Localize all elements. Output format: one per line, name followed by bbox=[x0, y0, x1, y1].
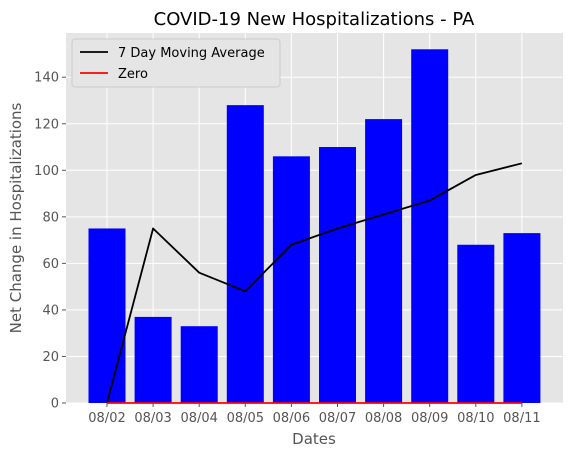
y-tick-label: 140 bbox=[34, 71, 59, 86]
x-tick-label: 08/03 bbox=[134, 411, 171, 426]
y-tick-label: 60 bbox=[42, 257, 59, 272]
x-tick-label: 08/08 bbox=[365, 411, 402, 426]
y-tick-label: 80 bbox=[42, 210, 59, 225]
y-tick-label: 40 bbox=[42, 303, 59, 318]
x-tick-label: 08/10 bbox=[457, 411, 494, 426]
bar-08-02 bbox=[89, 228, 126, 403]
bar-08-09 bbox=[411, 49, 448, 403]
x-tick-label: 08/04 bbox=[180, 411, 217, 426]
y-axis-label: Net Change in Hospitalizations bbox=[7, 102, 25, 333]
bar-08-11 bbox=[503, 233, 540, 403]
x-tick-label: 08/02 bbox=[88, 411, 125, 426]
x-tick-label: 08/05 bbox=[227, 411, 264, 426]
legend: 7 Day Moving Average Zero bbox=[72, 39, 280, 87]
chart-title: COVID-19 New Hospitalizations - PA bbox=[154, 9, 475, 30]
legend-zero-label: Zero bbox=[118, 67, 148, 82]
y-tick-label: 20 bbox=[42, 350, 59, 365]
bar-08-05 bbox=[227, 105, 264, 403]
bar-08-03 bbox=[135, 317, 172, 403]
x-tick-label: 08/07 bbox=[319, 411, 356, 426]
y-tick-label: 0 bbox=[51, 397, 59, 412]
bar-08-06 bbox=[273, 156, 310, 403]
y-tick-label: 120 bbox=[34, 117, 59, 132]
x-tick-label: 08/09 bbox=[411, 411, 448, 426]
bar-08-07 bbox=[319, 147, 356, 403]
legend-moving-average-label: 7 Day Moving Average bbox=[118, 46, 265, 61]
x-tick-label: 08/11 bbox=[503, 411, 540, 426]
bar-08-10 bbox=[457, 245, 494, 403]
bar-08-08 bbox=[365, 119, 402, 403]
y-tick-label: 100 bbox=[34, 164, 59, 179]
x-axis-label: Dates bbox=[292, 430, 336, 448]
x-tick-label: 08/06 bbox=[273, 411, 310, 426]
bar-08-04 bbox=[181, 326, 218, 403]
